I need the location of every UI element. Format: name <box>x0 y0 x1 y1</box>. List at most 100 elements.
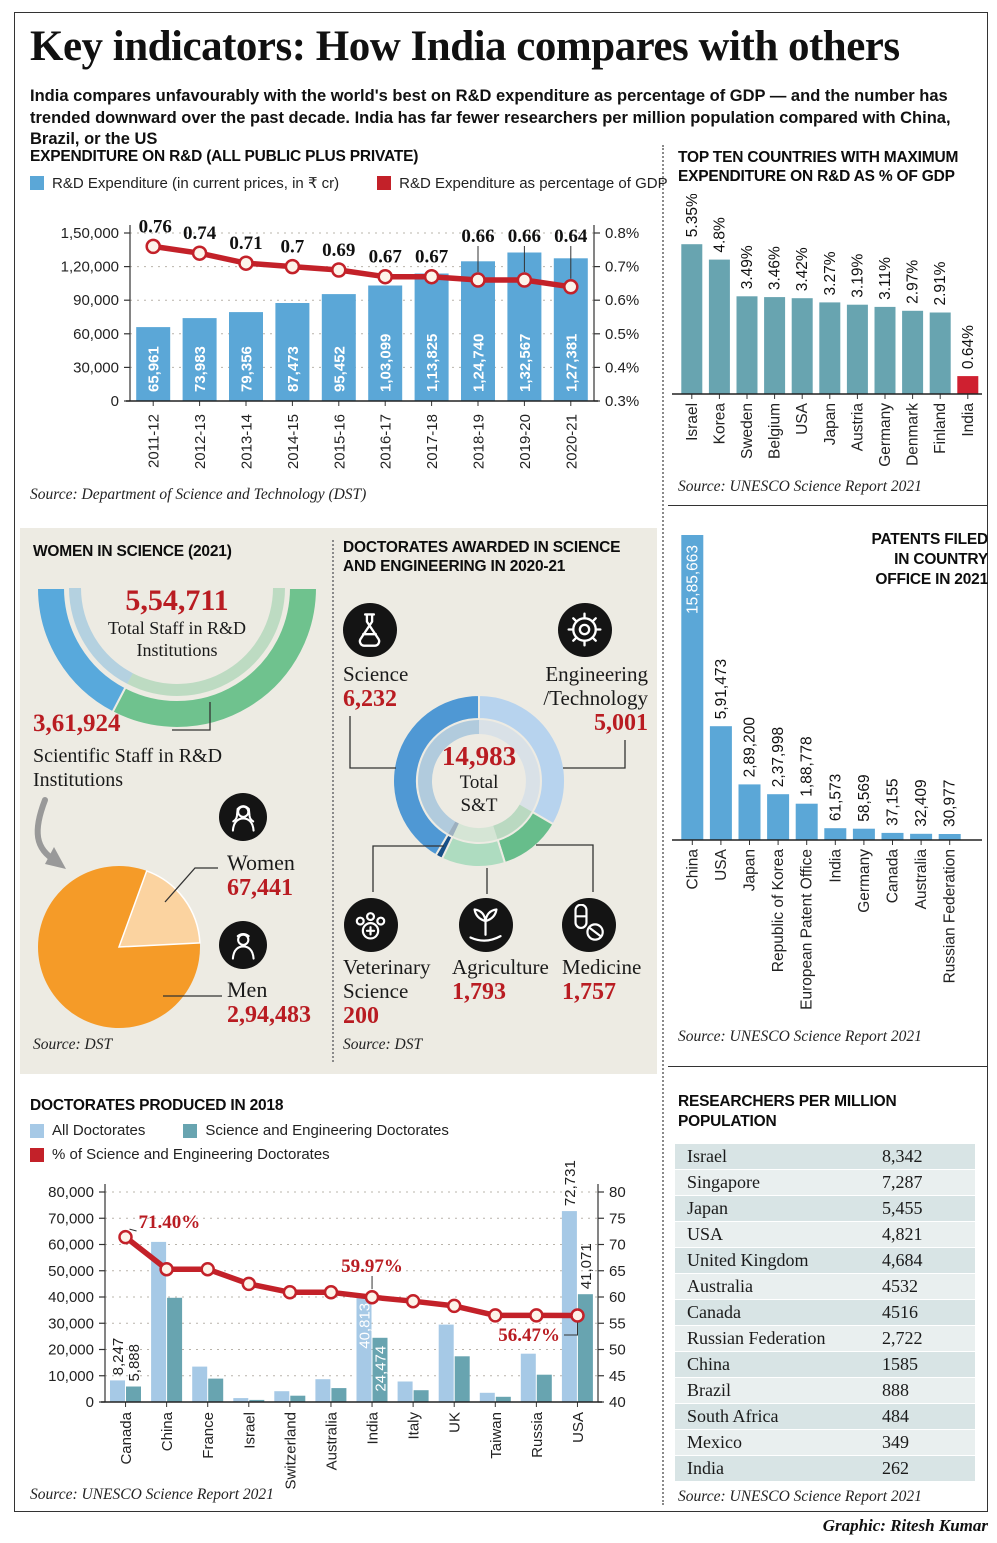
svg-text:80: 80 <box>609 1184 626 1201</box>
patents-title-line2: IN COUNTRY <box>894 551 988 568</box>
page-subtitle: India compares unfavourably with the wor… <box>30 87 951 148</box>
medicine-label: Medicine <box>562 955 642 979</box>
svg-text:0: 0 <box>86 1394 94 1411</box>
svg-text:3.49%: 3.49% <box>739 245 756 289</box>
svg-text:Switzerland: Switzerland <box>282 1412 299 1490</box>
country-cell: India <box>687 1458 724 1478</box>
svg-text:73,983: 73,983 <box>192 346 209 392</box>
svg-text:India: India <box>960 403 977 437</box>
graphic-credit: Graphic: Ritesh Kumar <box>822 1516 988 1535</box>
table-row: Russian Federation 2,722 <box>675 1326 975 1351</box>
svg-text:2012-13: 2012-13 <box>192 414 209 469</box>
value-cell: 888 <box>882 1380 909 1400</box>
svg-text:41,071: 41,071 <box>578 1243 595 1289</box>
science-segment-label: Science 6,232 <box>343 662 408 713</box>
value-cell: 484 <box>882 1406 909 1426</box>
men-slice-label: Men 2,94,483 <box>227 978 311 1029</box>
women-value: 67,441 <box>227 875 293 901</box>
svg-text:3.42%: 3.42% <box>794 247 811 291</box>
svg-text:0.3%: 0.3% <box>605 393 639 410</box>
svg-text:Republic of Korea: Republic of Korea <box>770 849 787 973</box>
svg-text:37,155: 37,155 <box>885 778 902 825</box>
svg-text:Israel: Israel <box>241 1412 258 1449</box>
researchers-source: Source: UNESCO Science Report 2021 <box>678 1488 922 1505</box>
patents-title: PATENTS FILED IN COUNTRY OFFICE IN 2021 <box>742 530 988 590</box>
woman-icon <box>231 804 255 832</box>
svg-text:Sweden: Sweden <box>739 403 756 459</box>
medicine-segment-label: Medicine 1,757 <box>562 955 641 1006</box>
table-row: Japan 5,455 <box>675 1196 975 1221</box>
total-snt-label2: S&T <box>460 795 498 816</box>
veterinary-value: 200 <box>343 1003 379 1029</box>
value-cell: 4532 <box>882 1276 918 1296</box>
svg-text:Australia: Australia <box>323 1411 340 1470</box>
svg-text:Finland: Finland <box>932 403 949 454</box>
total-staff-value: 5,54,711 <box>125 584 229 617</box>
svg-text:70: 70 <box>609 1237 626 1254</box>
engineering-value: 5,001 <box>594 710 648 736</box>
table-row: China 1585 <box>675 1352 975 1377</box>
svg-text:0.64: 0.64 <box>554 226 588 247</box>
value-cell: 2,722 <box>882 1328 923 1348</box>
top-ten-title: TOP TEN COUNTRIES WITH MAXIMUM EXPENDITU… <box>678 149 959 185</box>
total-staff-label: Total Staff in R&D Institutions <box>108 618 246 660</box>
svg-text:0.8%: 0.8% <box>605 225 639 242</box>
svg-text:Russia: Russia <box>529 1411 546 1458</box>
country-cell: Mexico <box>687 1432 742 1452</box>
svg-text:5,91,473: 5,91,473 <box>713 659 730 719</box>
patents-title-line3: OFFICE IN 2021 <box>875 571 988 588</box>
country-cell: United Kingdom <box>687 1250 809 1270</box>
svg-text:0.71: 0.71 <box>229 233 262 254</box>
legend-item: R&D Expenditure (in current prices, in ₹… <box>30 174 339 192</box>
svg-text:USA: USA <box>713 848 730 881</box>
svg-text:Austria: Austria <box>849 403 866 452</box>
table-row: USA 4,821 <box>675 1222 975 1247</box>
engineering-label-line2: /Technology <box>543 686 648 710</box>
page-border <box>14 12 988 1512</box>
country-cell: Brazil <box>687 1380 731 1400</box>
table-row: United Kingdom 4,684 <box>675 1248 975 1273</box>
svg-text:1,24,740: 1,24,740 <box>471 334 488 392</box>
veterinary-label-line1: Veterinary <box>343 955 431 979</box>
svg-text:Canada: Canada <box>118 1411 135 1464</box>
value-cell: 5,455 <box>882 1198 923 1218</box>
patents-title-line1: PATENTS FILED <box>871 531 988 548</box>
legend-label: Science and Engineering Doctorates <box>205 1122 449 1139</box>
women-label: Women <box>227 850 295 875</box>
total-snt-value: 14,983 <box>441 741 517 771</box>
svg-text:60,000: 60,000 <box>48 1237 94 1254</box>
legend-label: R&D Expenditure as percentage of GDP <box>399 174 668 192</box>
svg-text:2016-17: 2016-17 <box>378 414 395 469</box>
svg-text:0.76: 0.76 <box>139 216 172 237</box>
value-cell: 1585 <box>882 1354 918 1374</box>
legend-swatch-red <box>30 1147 44 1162</box>
svg-text:79,356: 79,356 <box>239 346 256 392</box>
svg-text:5.35%: 5.35% <box>684 194 701 237</box>
svg-text:0.66: 0.66 <box>461 226 494 247</box>
value-cell: 4516 <box>882 1302 918 1322</box>
pills-icon <box>574 904 605 942</box>
svg-text:China: China <box>159 1411 176 1451</box>
svg-text:5,888: 5,888 <box>126 1344 143 1382</box>
svg-text:Italy: Italy <box>406 1412 423 1440</box>
svg-text:40,000: 40,000 <box>48 1289 94 1306</box>
svg-text:40,813: 40,813 <box>357 1303 374 1349</box>
svg-text:1,20,000: 1,20,000 <box>61 259 119 276</box>
man-avatar-badge <box>219 921 267 969</box>
svg-text:Taiwan: Taiwan <box>488 1412 505 1459</box>
panel-separator <box>332 540 334 1062</box>
svg-text:24,474: 24,474 <box>373 1346 390 1392</box>
svg-text:30,000: 30,000 <box>48 1315 94 1332</box>
column-separator <box>662 145 664 1505</box>
top-ten-chart: 5.35% Israel 4.8% Korea 3.49% Sweden 3.46% Belg… <box>672 194 982 467</box>
doctorates-2018-title: DOCTORATES PRODUCED IN 2018 <box>30 1097 284 1114</box>
svg-text:Russian Federation: Russian Federation <box>942 849 959 983</box>
doctorates-awarded-source: Source: DST <box>343 1036 423 1053</box>
scientific-staff-label: Scientific Staff in R&D Institutions <box>33 745 223 791</box>
svg-text:2014-15: 2014-15 <box>285 414 302 469</box>
agriculture-value: 1,793 <box>452 979 506 1005</box>
svg-text:4.8%: 4.8% <box>711 217 728 253</box>
women-in-science-title: WOMEN IN SCIENCE (2021) <box>33 543 232 560</box>
agriculture-label: Agriculture <box>452 955 549 979</box>
country-cell: Canada <box>687 1302 741 1322</box>
